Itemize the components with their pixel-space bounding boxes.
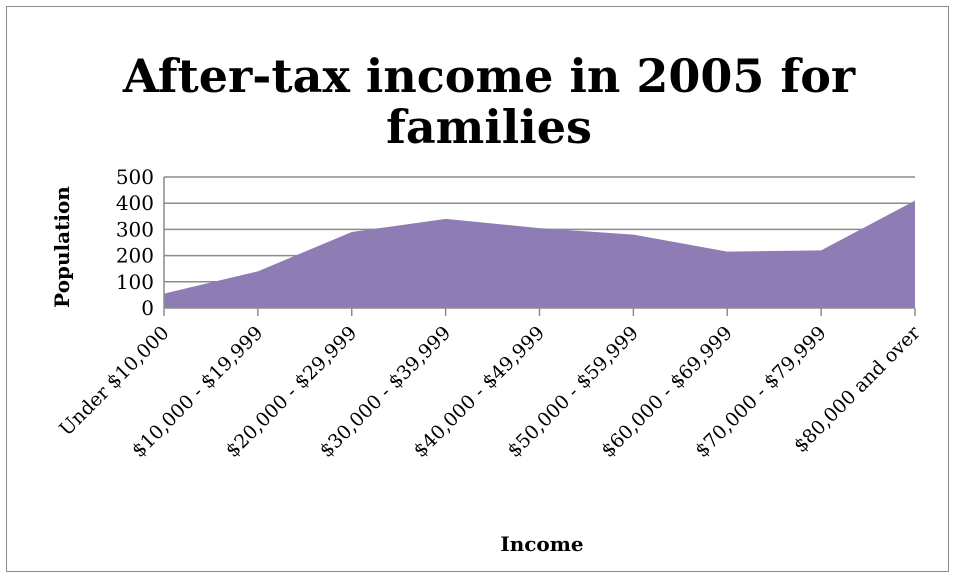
- y-tick-label: 200: [116, 244, 154, 268]
- y-tick-label: 400: [116, 191, 154, 215]
- x-axis-title: Income: [500, 532, 583, 556]
- y-axis-title: Population: [50, 186, 74, 308]
- x-tick-labels: Under $10,000$10,000 - $19,999$20,000 - …: [55, 321, 925, 461]
- y-tick-label: 500: [116, 165, 154, 189]
- axes: [163, 177, 916, 316]
- series-area: [163, 200, 916, 308]
- area-chart: After-tax income in 2005 for families 01…: [50, 49, 925, 556]
- area-series: [164, 200, 915, 308]
- y-tick-label: 0: [141, 296, 154, 320]
- chart-title-line-2: families: [386, 100, 592, 154]
- y-tick-label: 100: [116, 270, 154, 294]
- chart-title-line-1: After-tax income in 2005 for: [122, 49, 856, 103]
- y-tick-label: 300: [116, 217, 154, 241]
